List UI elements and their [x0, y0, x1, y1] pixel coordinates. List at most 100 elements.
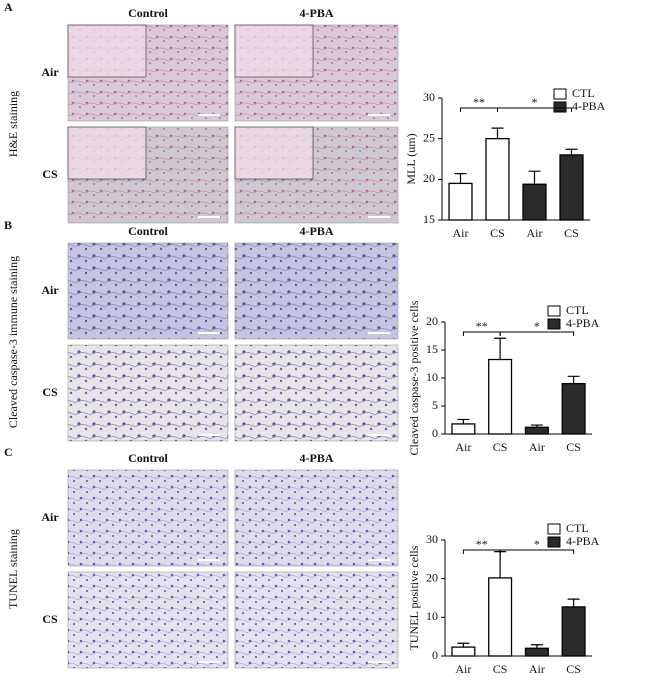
y-axis-label: MLL (um)	[404, 133, 418, 184]
error-bar	[567, 598, 580, 607]
legend-label: CTL	[566, 521, 589, 535]
error-bar	[530, 424, 543, 428]
row-label: Air	[41, 510, 59, 524]
panel-label: A	[4, 0, 13, 14]
micrograph-texture	[235, 345, 398, 441]
y-tick-label: 30	[423, 90, 435, 104]
y-tick-label: 15	[426, 342, 438, 356]
row-label: Air	[41, 65, 59, 79]
x-tick-label: CS	[490, 226, 505, 240]
micrograph-texture	[235, 470, 398, 566]
bar	[488, 577, 513, 657]
significance-bracket	[499, 549, 575, 554]
column-header: 4-PBA	[300, 224, 334, 238]
bar	[524, 426, 549, 435]
row-label: Air	[41, 283, 59, 297]
x-tick-label: Air	[455, 440, 471, 454]
significance-bracket	[497, 107, 572, 112]
error-bar	[565, 148, 578, 155]
legend-swatch	[547, 318, 561, 330]
legend-swatch	[553, 88, 567, 100]
stain-label: Cleaved caspase-3 immune staining	[6, 256, 20, 428]
bar	[522, 183, 547, 221]
column-header: 4-PBA	[300, 6, 334, 20]
bar	[451, 423, 476, 435]
stain-label: TUNEL staining	[6, 529, 20, 609]
legend-swatch	[553, 101, 567, 113]
significance-label: **	[473, 95, 485, 109]
bar	[559, 154, 584, 221]
legend-label: 4-PBA	[566, 316, 600, 330]
x-tick-label: CS	[564, 226, 579, 240]
stain-label: H&E staining	[6, 91, 20, 157]
micrograph-texture	[68, 345, 228, 441]
error-bar	[567, 375, 580, 384]
row-label: CS	[42, 167, 58, 181]
bar	[524, 647, 549, 657]
row-label: CS	[42, 385, 58, 399]
x-tick-label: CS	[493, 662, 508, 676]
error-bar	[491, 127, 504, 139]
significance-label: *	[534, 319, 540, 333]
x-tick-label: CS	[566, 440, 581, 454]
column-header: Control	[128, 224, 168, 238]
y-tick-label: 25	[423, 130, 435, 144]
significance-label: **	[476, 537, 488, 551]
legend-swatch	[547, 523, 561, 535]
legend-swatch	[547, 305, 561, 317]
legend-label: CTL	[566, 303, 589, 317]
micrograph-texture	[68, 470, 228, 566]
y-tick-label: 15	[423, 212, 435, 226]
micrograph-texture	[68, 243, 228, 339]
x-tick-label: CS	[493, 440, 508, 454]
column-header: Control	[128, 451, 168, 465]
significance-bracket	[499, 331, 575, 336]
y-tick-label: 20	[423, 171, 435, 185]
significance-label: **	[476, 319, 488, 333]
legend-label: 4-PBA	[566, 534, 600, 548]
y-tick-label: 0	[432, 648, 438, 662]
bar	[561, 382, 586, 435]
y-tick-label: 20	[426, 570, 438, 584]
panel-label: B	[4, 218, 12, 232]
y-axis-label: Cleaved caspase-3 positive cells	[407, 300, 421, 455]
error-bar	[457, 418, 470, 424]
error-bar	[494, 337, 507, 360]
error-bar	[494, 551, 507, 578]
legend-label: CTL	[572, 86, 595, 100]
x-tick-label: Air	[529, 662, 545, 676]
error-bar	[454, 173, 467, 184]
inset	[234, 24, 314, 78]
bar	[488, 358, 513, 435]
error-bar	[528, 170, 541, 185]
row-label: CS	[42, 612, 58, 626]
micrograph-texture	[68, 572, 228, 668]
column-header: 4-PBA	[300, 451, 334, 465]
bar	[448, 182, 473, 221]
y-tick-label: 30	[426, 532, 438, 546]
column-header: Control	[128, 6, 168, 20]
x-tick-label: CS	[566, 662, 581, 676]
y-tick-label: 5	[432, 398, 438, 412]
bar	[561, 606, 586, 657]
x-tick-label: Air	[455, 662, 471, 676]
y-tick-label: 10	[426, 609, 438, 623]
x-tick-label: Air	[529, 440, 545, 454]
bar	[485, 138, 510, 221]
legend-label: 4-PBA	[572, 99, 606, 113]
significance-label: *	[534, 537, 540, 551]
legend-swatch	[547, 536, 561, 548]
error-bar	[457, 642, 470, 648]
inset	[234, 126, 314, 180]
x-tick-label: Air	[453, 226, 469, 240]
y-axis-label: TUNEL positive cells	[407, 545, 421, 650]
x-tick-label: Air	[527, 226, 543, 240]
error-bar	[530, 644, 543, 649]
inset	[67, 24, 147, 78]
micrograph-texture	[235, 243, 398, 339]
micrograph-texture	[235, 572, 398, 668]
y-tick-label: 20	[426, 314, 438, 328]
panel-label: C	[4, 445, 13, 459]
y-tick-label: 0	[432, 426, 438, 440]
